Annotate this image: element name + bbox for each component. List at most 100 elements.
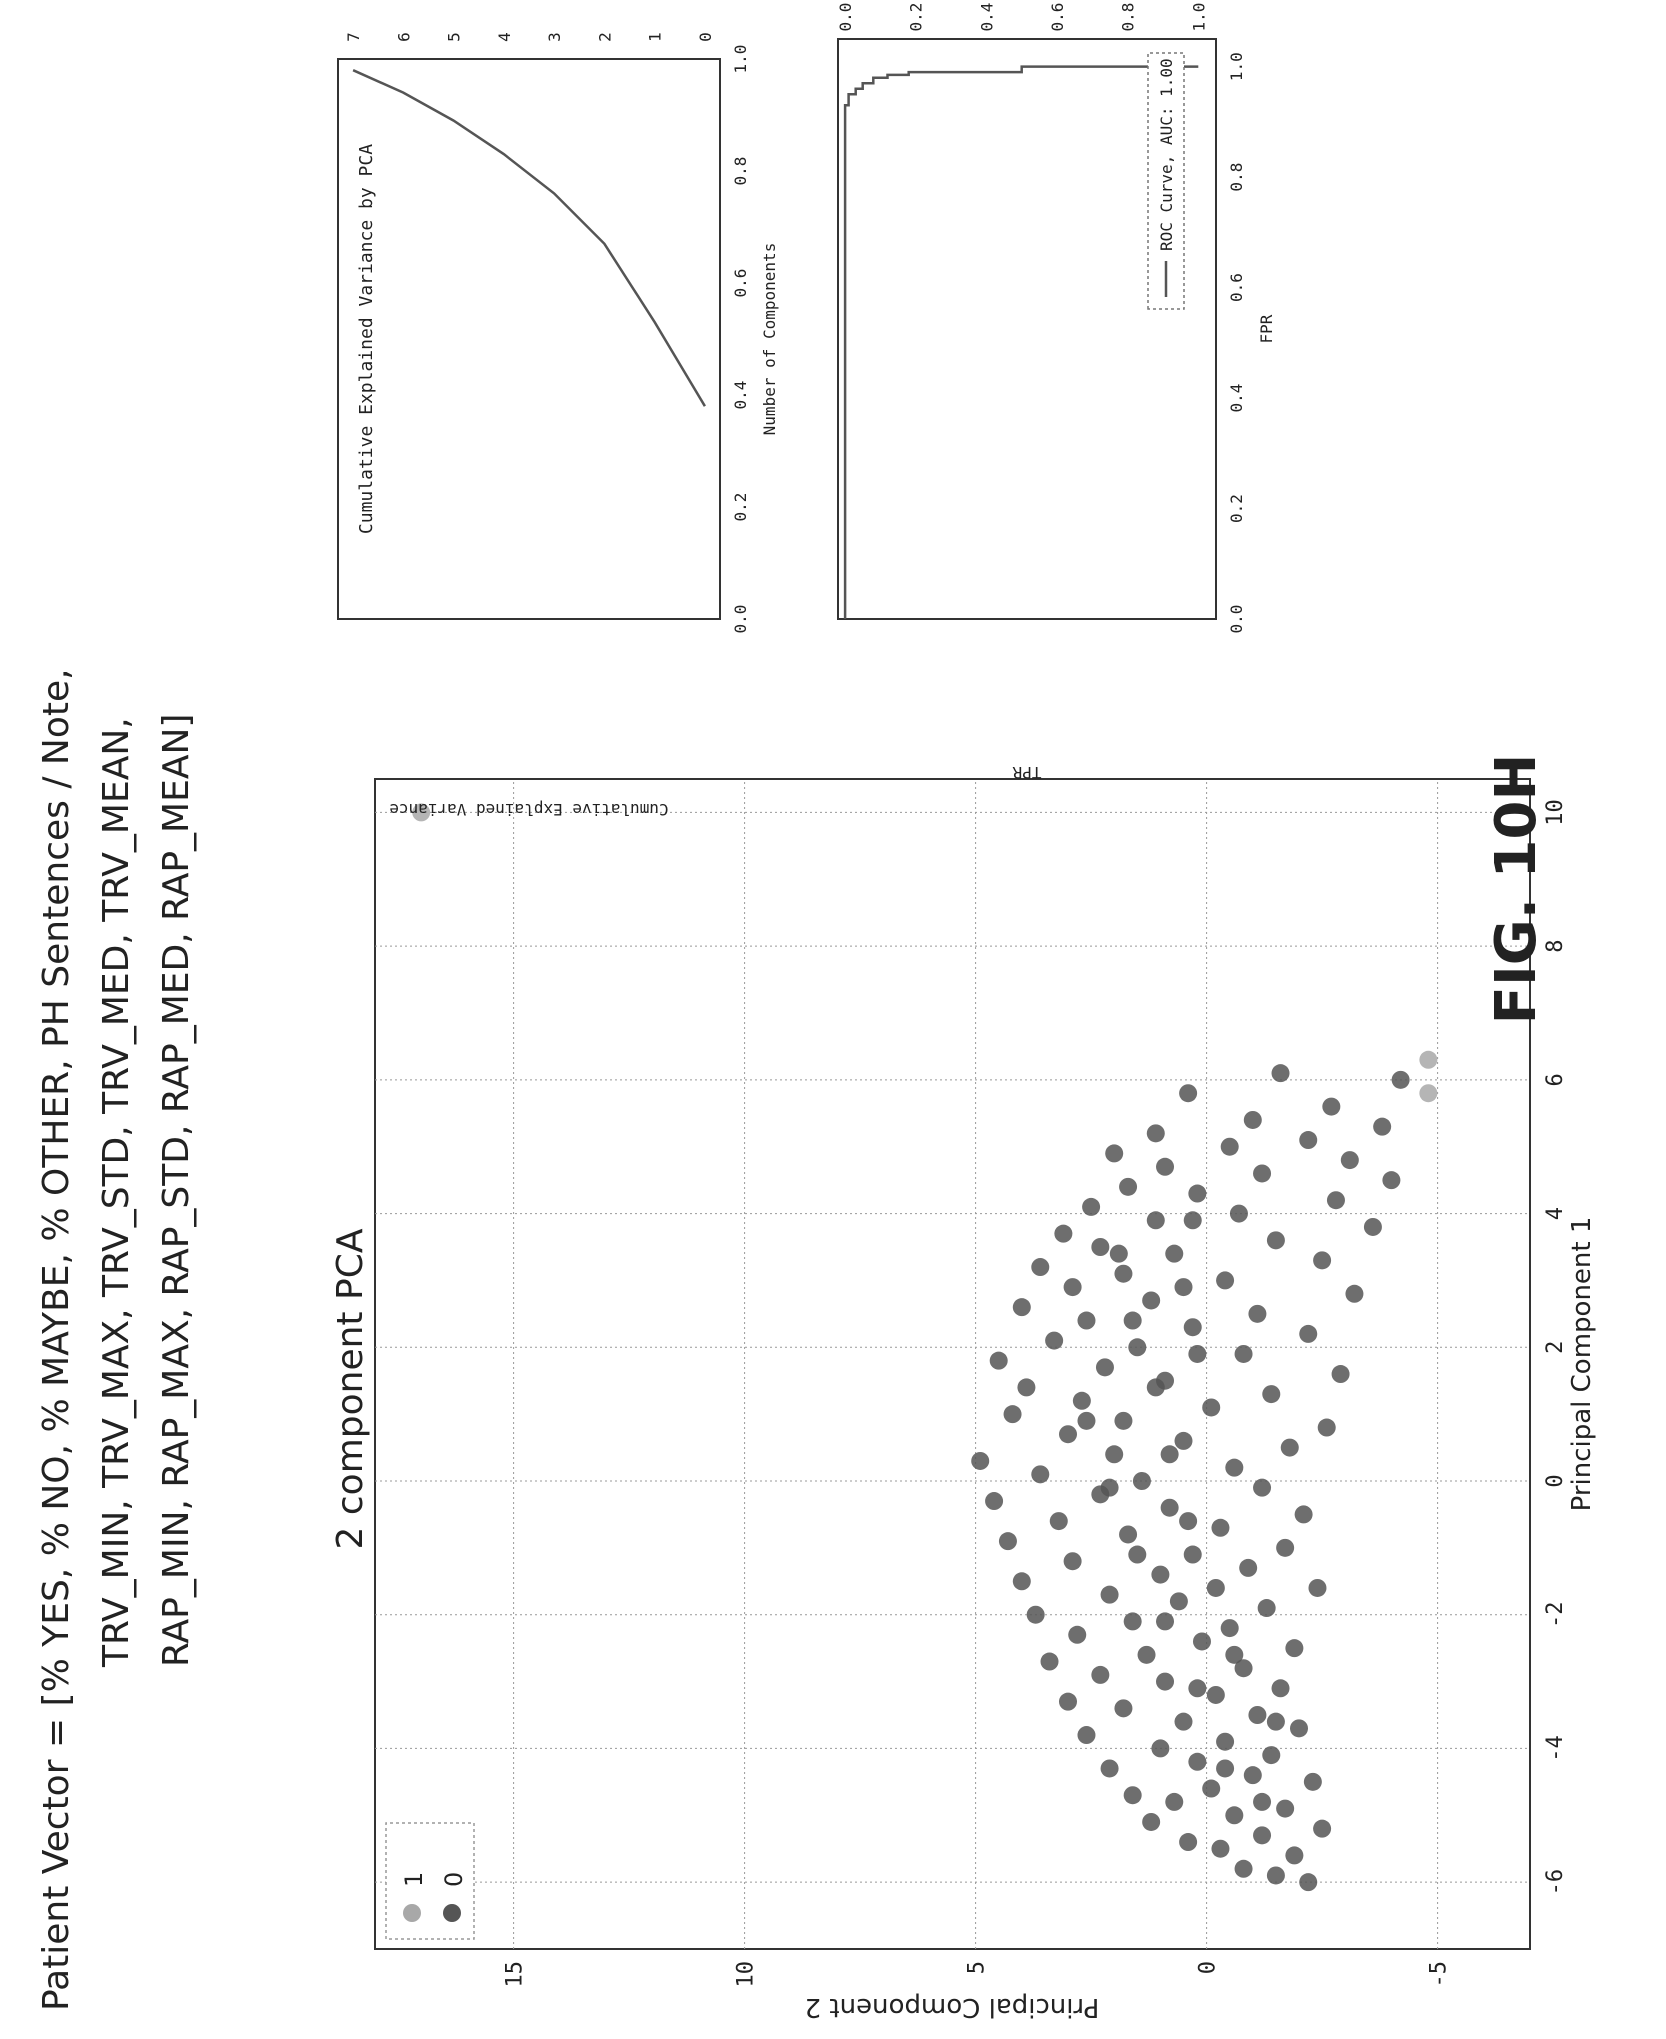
pca-point-class-0 [1253, 1826, 1272, 1845]
cev-ytick-label: 0.8 [731, 157, 750, 186]
pca-point-class-0 [1031, 1465, 1050, 1484]
pca-point-class-0 [1317, 1418, 1336, 1437]
cev-plot-frame [337, 58, 721, 620]
pca-point-class-0 [1303, 1772, 1322, 1791]
pca-point-class-0 [1248, 1304, 1267, 1323]
pca-point-class-0 [1188, 1679, 1207, 1698]
pca-point-class-0 [1091, 1238, 1110, 1256]
pca-point-class-0 [1179, 1084, 1198, 1103]
pca-point-class-1 [1419, 1050, 1438, 1069]
pca-point-class-0 [1100, 1478, 1119, 1497]
pca-xtick-label: 0 [1543, 1474, 1568, 1487]
roc-ytick-label: 0.8 [1227, 163, 1246, 192]
pca-point-class-0 [1059, 1425, 1077, 1444]
pca-point-class-0 [1331, 1365, 1350, 1384]
cev-title: Cumulative Explained Variance by PCA [356, 144, 377, 534]
pca-point-class-0 [1234, 1344, 1253, 1363]
pca-point-class-0 [1391, 1070, 1410, 1089]
pca-point-class-0 [1326, 1191, 1345, 1210]
pca-point-class-0 [1063, 1278, 1082, 1297]
pca-point-class-0 [1285, 1846, 1304, 1865]
pca-point-class-0 [1100, 1585, 1119, 1604]
pca-point-class-0 [1165, 1792, 1184, 1811]
pca-point-class-0 [1216, 1759, 1235, 1778]
pca-point-class-0 [1192, 1632, 1211, 1651]
pca-point-class-0 [1123, 1786, 1142, 1805]
roc-ticks: 0.0 0.2 0.4 0.6 0.8 1.0 0.0 0.2 0.4 0.6 0.8 1.0 [836, 3, 1246, 634]
cev-xtick-label: 4 [495, 32, 514, 42]
pca-xtick-label: 2 [1543, 1341, 1568, 1354]
roc-xtick-label: 0.2 [907, 3, 926, 32]
header-line-3: RAP_MIN, RAP_MAX, RAP_STD, RAP_MED, RAP_… [156, 714, 197, 1667]
pca-point-class-0 [1132, 1472, 1151, 1490]
pca-point-class-0 [1142, 1291, 1161, 1310]
pca-point-class-0 [1243, 1766, 1262, 1785]
pca-point-class-0 [1174, 1431, 1193, 1450]
cev-ytick-label: 0.6 [731, 269, 750, 298]
pca-point-class-0 [985, 1492, 1004, 1511]
roc-series-line [843, 65, 1199, 619]
cev-line [352, 69, 706, 407]
cev-xtick-label: 5 [445, 32, 464, 42]
pca-point-class-0 [1262, 1746, 1281, 1765]
cev-xtick-label: 1 [646, 32, 665, 42]
pca-point-class-0 [1017, 1378, 1036, 1397]
pca-xlabel: Principal Component 1 [1567, 1217, 1597, 1512]
pca-point-class-0 [1280, 1438, 1299, 1457]
pca-point-class-0 [1266, 1712, 1285, 1731]
pca-point-class-0 [1285, 1639, 1304, 1658]
pca-point-class-0 [1146, 1211, 1165, 1230]
roc-xtick-label: 0.4 [977, 3, 996, 32]
pca-point-class-0 [1105, 1144, 1124, 1163]
roc-xtick-label: 0.6 [1048, 3, 1067, 32]
pca-point-class-0 [989, 1351, 1008, 1370]
pca-point-class-0 [1156, 1612, 1175, 1631]
pca-point-class-0 [1012, 1572, 1031, 1591]
pca-point-class-0 [1308, 1578, 1327, 1597]
pca-point-class-0 [1179, 1833, 1198, 1852]
pca-point-class-0 [1202, 1779, 1221, 1798]
pca-point-class-0 [1211, 1839, 1230, 1858]
pca-point-class-0 [1243, 1110, 1262, 1129]
pca-xtick-label: 4 [1543, 1207, 1568, 1220]
figure-label: FIG. 10H [1484, 754, 1549, 1025]
cev-ytick-label: 0.0 [731, 605, 750, 634]
roc-xlabel: FPR [1257, 314, 1276, 343]
pca-point-class-0 [1031, 1258, 1050, 1277]
pca-point-class-0 [1123, 1612, 1142, 1631]
pca-point-class-0 [1160, 1445, 1179, 1464]
pca-point-class-0 [1077, 1726, 1096, 1745]
header-line-2: TRV_MIN, TRV_MAX, TRV_STD, TRV_MED, TRV_… [96, 717, 137, 1668]
pca-point-class-0 [1299, 1324, 1318, 1343]
pca-point-class-0 [1128, 1545, 1147, 1564]
pca-point-class-0 [1091, 1665, 1110, 1684]
pca-ytick-label: 0 [1196, 1961, 1221, 1974]
pca-point-class-0 [1128, 1338, 1147, 1357]
pca-point-class-0 [1253, 1478, 1272, 1497]
pca-point-class-0 [1234, 1659, 1253, 1678]
pca-point-class-0 [1229, 1204, 1248, 1223]
pca-point-class-0 [1382, 1171, 1401, 1190]
pca-point-class-0 [1072, 1391, 1091, 1410]
pca-point-class-0 [1294, 1505, 1313, 1524]
pca-point-class-0 [1119, 1525, 1138, 1544]
pca-point-class-0 [1156, 1157, 1175, 1176]
pca-legend-label-1: 1 [400, 1872, 428, 1887]
pca-point-class-0 [1225, 1458, 1244, 1477]
pca-plot-frame [374, 778, 1531, 1950]
pca-point-class-0 [1262, 1385, 1281, 1404]
cev-panel: Cumulative Explained Variance by PCA 0.0… [337, 32, 779, 819]
pca-legend-marker-0 [443, 1904, 461, 1922]
pca-point-class-0 [1271, 1064, 1290, 1083]
pca-legend-marker-1 [403, 1904, 421, 1922]
roc-legend: ROC Curve, AUC: 1.00 [1147, 52, 1185, 310]
pca-point-class-0 [1160, 1498, 1179, 1517]
pca-point-class-0 [1151, 1565, 1170, 1584]
roc-legend-label: ROC Curve, AUC: 1.00 [1157, 58, 1176, 251]
pca-ytick-label: -5 [1427, 1961, 1452, 1988]
pca-point-class-0 [1003, 1405, 1022, 1424]
pca-point-class-0 [1040, 1652, 1059, 1671]
cev-ytick-label: 0.2 [731, 493, 750, 522]
